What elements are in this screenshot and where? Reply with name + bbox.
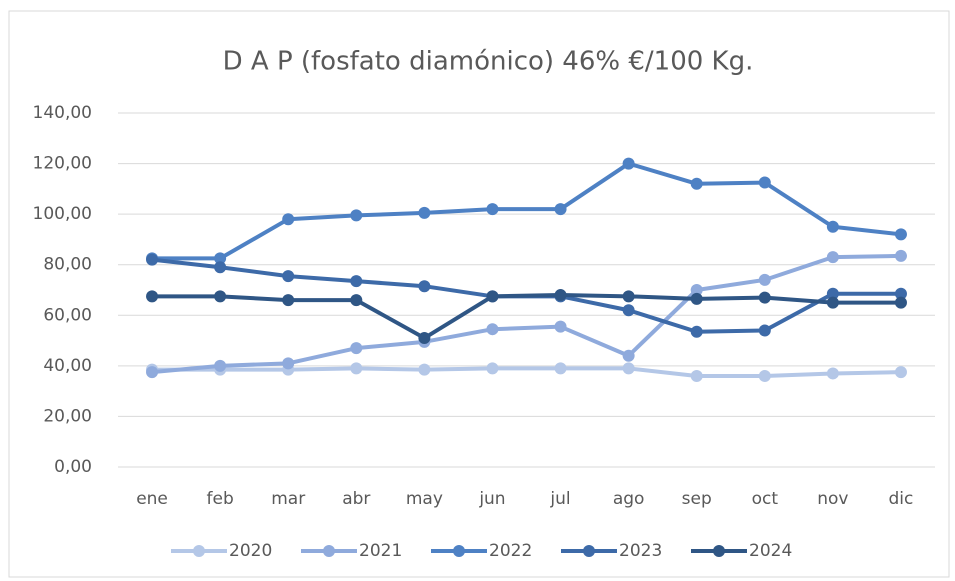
chart-title: D A P (fosfato diamónico) 46% €/100 Kg. (223, 47, 754, 77)
data-point (214, 359, 227, 372)
series-line (152, 293, 901, 341)
x-tick-label: sep (682, 489, 712, 509)
data-point (690, 292, 703, 305)
data-point (214, 252, 227, 265)
x-tick-label: feb (207, 489, 234, 509)
y-tick-label: 80,00 (43, 255, 92, 275)
data-point (622, 349, 635, 362)
x-tick-label: ago (613, 489, 645, 509)
data-point (894, 249, 907, 262)
data-point (214, 261, 227, 274)
y-tick-label: 40,00 (43, 356, 92, 376)
data-point (894, 287, 907, 300)
data-point (350, 209, 363, 222)
data-point (758, 369, 771, 382)
data-point (826, 367, 839, 380)
series-line (152, 366, 901, 378)
data-point (418, 280, 431, 293)
data-point (622, 290, 635, 303)
legend-label: 2024 (749, 541, 792, 561)
x-tick-label: jul (549, 489, 570, 509)
legend-marker (713, 545, 725, 557)
data-point (826, 251, 839, 264)
data-point (894, 366, 907, 379)
data-point (146, 290, 159, 303)
data-point (758, 273, 771, 286)
data-point (214, 290, 227, 303)
data-point (282, 270, 295, 283)
legend-label: 2022 (489, 541, 532, 561)
y-tick-label: 100,00 (33, 204, 92, 224)
data-point (350, 362, 363, 375)
x-tick-label: abr (342, 489, 370, 509)
legend-marker (193, 545, 205, 557)
x-tick-label: oct (752, 489, 779, 509)
data-point (690, 284, 703, 296)
data-point (894, 296, 907, 309)
data-point (350, 294, 363, 307)
y-tick-label: 140,00 (33, 103, 92, 123)
data-point (554, 289, 567, 302)
series-line (152, 161, 902, 261)
legend-marker (583, 545, 595, 557)
x-tick-label: may (406, 489, 443, 509)
data-point (282, 357, 295, 370)
data-point (622, 362, 635, 375)
data-point (486, 203, 499, 216)
data-point (146, 253, 159, 266)
legend-marker (323, 545, 335, 557)
data-point (690, 369, 703, 382)
data-point (350, 275, 363, 288)
x-tick-label: mar (271, 489, 305, 509)
data-point (282, 213, 295, 226)
data-point (894, 228, 907, 241)
legend-marker (453, 545, 465, 557)
data-point (758, 324, 771, 337)
legend-label: 2023 (619, 541, 662, 561)
data-point (758, 176, 771, 189)
y-tick-label: 0,00 (54, 457, 92, 477)
y-tick-label: 60,00 (43, 305, 92, 325)
data-point (826, 220, 839, 233)
legend-label: 2021 (359, 541, 402, 561)
series-line (151, 253, 901, 375)
data-point (554, 203, 567, 216)
data-point (554, 362, 567, 375)
data-point (826, 287, 839, 300)
data-point (690, 177, 703, 190)
y-tick-label: 20,00 (43, 406, 92, 426)
data-point (690, 325, 703, 338)
legend-label: 2020 (229, 541, 272, 561)
y-tick-label: 120,00 (33, 154, 92, 174)
data-point (146, 366, 159, 379)
x-tick-label: nov (817, 489, 848, 509)
data-point (350, 342, 363, 355)
x-tick-label: jun (478, 489, 505, 509)
data-point (758, 291, 771, 304)
data-point (554, 320, 567, 333)
data-point (622, 304, 635, 317)
data-point (826, 296, 839, 309)
data-point (282, 294, 295, 307)
data-point (486, 323, 499, 336)
data-point (418, 206, 431, 219)
data-point (486, 290, 499, 303)
data-point (622, 157, 635, 170)
data-point (486, 362, 499, 375)
data-point (418, 332, 431, 345)
x-tick-label: dic (889, 489, 914, 509)
data-point (418, 363, 431, 376)
x-tick-label: ene (136, 489, 168, 509)
